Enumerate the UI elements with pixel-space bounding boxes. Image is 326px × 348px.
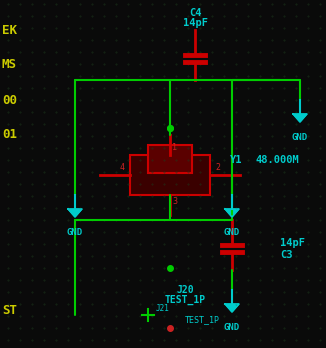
Polygon shape xyxy=(225,304,239,312)
Polygon shape xyxy=(68,209,82,217)
Text: GND: GND xyxy=(224,323,240,332)
Polygon shape xyxy=(293,114,307,122)
Text: MS: MS xyxy=(2,58,17,71)
Text: 4: 4 xyxy=(120,163,125,172)
Text: C4: C4 xyxy=(189,8,201,18)
Text: 1: 1 xyxy=(172,143,177,152)
Text: J20: J20 xyxy=(176,285,194,295)
Text: 00: 00 xyxy=(2,94,17,106)
Text: 01: 01 xyxy=(2,128,17,142)
Text: Y1: Y1 xyxy=(230,155,243,165)
Polygon shape xyxy=(225,209,239,217)
Bar xyxy=(130,155,210,195)
Text: TEST_1P: TEST_1P xyxy=(164,295,206,305)
Text: ST: ST xyxy=(2,303,17,316)
Text: C3: C3 xyxy=(280,250,292,260)
Text: J21: J21 xyxy=(156,304,170,313)
Bar xyxy=(148,145,192,173)
Text: 2: 2 xyxy=(215,163,220,172)
Text: 3: 3 xyxy=(172,197,177,206)
Text: 48.000M: 48.000M xyxy=(255,155,299,165)
Text: 14pF: 14pF xyxy=(183,18,208,28)
Text: EK: EK xyxy=(2,24,17,37)
Text: GND: GND xyxy=(292,133,308,142)
Text: TEST_1P: TEST_1P xyxy=(185,316,220,324)
Text: GND: GND xyxy=(224,228,240,237)
Text: 14pF: 14pF xyxy=(280,238,305,248)
Text: GND: GND xyxy=(67,228,83,237)
